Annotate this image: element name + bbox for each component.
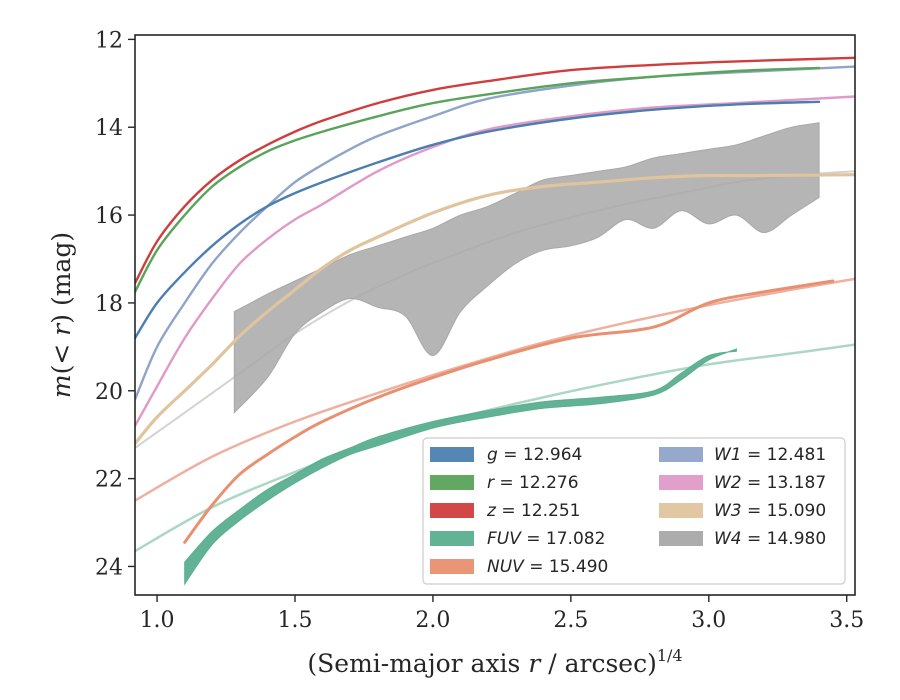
series-line-z (135, 56, 855, 285)
x-axis-label: (Semi-major axis r / arcsec)1/4 (307, 646, 682, 678)
y-tick-label: 12 (95, 28, 123, 53)
y-tick-label: 16 (95, 204, 123, 229)
series-line-w2 (135, 95, 855, 428)
legend-label-w4: W4 = 14.980 (714, 529, 826, 549)
x-tick-label: 2.0 (415, 608, 450, 633)
series-band-w4 (233, 122, 820, 414)
legend-label-r: r = 12.276 (487, 473, 579, 493)
legend-label-w2: W2 = 13.187 (714, 473, 826, 493)
legend-label-w3: W3 = 15.090 (714, 501, 826, 521)
series-line-nuv (183, 279, 835, 544)
series-line-g (135, 100, 821, 340)
series-line-w3 (135, 173, 855, 446)
y-tick-label: 20 (95, 380, 123, 405)
x-axis: 1.0 1.5 2.0 2.5 3.0 3.5 (140, 595, 864, 633)
x-tick-label: 1.5 (278, 608, 313, 633)
y-axis-label: m(< r) (mag) (47, 232, 76, 398)
legend-label-z: z = 12.251 (486, 501, 580, 521)
legend-swatch-z (430, 503, 474, 518)
series-layer (135, 56, 855, 586)
y-axis: 12 14 16 18 20 22 24 (95, 28, 135, 580)
faint-line-1 (135, 343, 855, 553)
legend-swatch-fuv (430, 531, 474, 546)
legend-label-nuv: NUV = 15.490 (487, 557, 608, 577)
legend: g = 12.964 r = 12.276 z = 12.251 FUV = 17.0… (422, 437, 846, 585)
x-tick-label: 3.5 (829, 608, 864, 633)
legend-label-fuv: FUV = 17.082 (487, 529, 605, 549)
series-band-fuv (184, 348, 737, 586)
legend-swatch-w3 (659, 503, 703, 518)
legend-swatch-r (430, 475, 474, 490)
x-tick-label: 1.0 (140, 608, 175, 633)
y-tick-label: 24 (95, 555, 123, 580)
legend-swatch-w2 (659, 475, 703, 490)
legend-swatch-nuv (430, 559, 474, 574)
y-tick-label: 18 (95, 292, 123, 317)
plot-frame (134, 34, 856, 596)
y-tick-label: 22 (95, 468, 123, 493)
y-tick-label: 14 (95, 116, 123, 141)
legend-swatch-w4 (659, 531, 703, 546)
legend-box (422, 437, 846, 585)
legend-label-g: g = 12.964 (487, 445, 582, 465)
legend-label-w1: W1 = 12.481 (714, 445, 826, 465)
faint-line-0 (135, 277, 855, 502)
legend-swatch-g (430, 447, 474, 462)
x-tick-label: 3.0 (691, 608, 726, 633)
legend-swatch-w1 (659, 447, 703, 462)
series-line-r (135, 66, 821, 294)
x-tick-label: 2.5 (553, 608, 588, 633)
